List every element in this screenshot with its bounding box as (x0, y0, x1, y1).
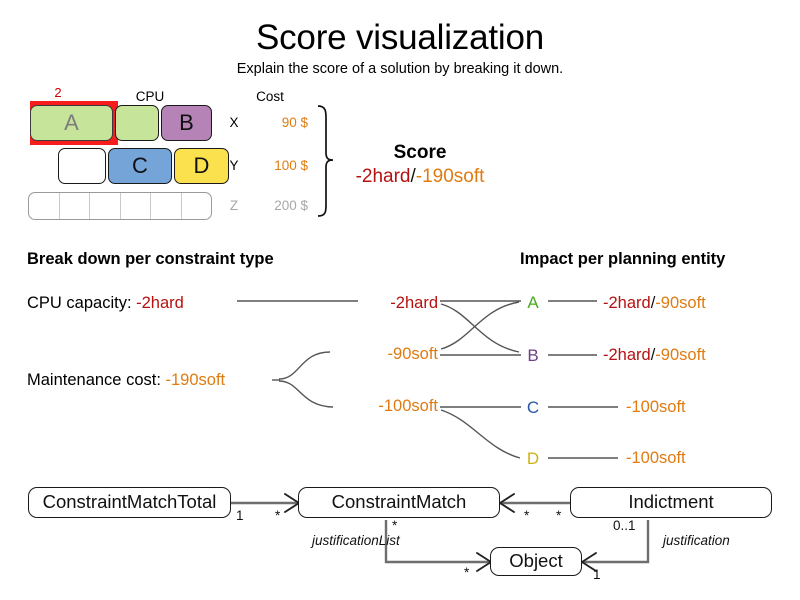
uml-mult-indictment-object-source: 0..1 (613, 518, 636, 533)
match-score-1[interactable]: -2hard (390, 294, 438, 312)
grid-cell (151, 193, 182, 219)
cost-column-header: Cost (256, 89, 284, 104)
uml-role-justification: justification (663, 533, 730, 548)
page-title: Score visualization (255, 18, 544, 57)
uml-arrow-cmt-cm (284, 493, 300, 513)
page-subtitle: Explain the score of a solution by break… (236, 61, 564, 77)
score-separator: / (410, 166, 416, 187)
grid-cell (90, 193, 121, 219)
link-match3-to-entity-d (440, 409, 521, 459)
uml-box-constraintmatch[interactable]: ConstraintMatch (298, 487, 500, 518)
uml-box-indictment[interactable]: Indictment (570, 487, 772, 518)
impact-score-a[interactable]: -2hard/-90soft (603, 294, 706, 313)
uml-arrow-cm-object (476, 552, 492, 572)
impact-heading: Impact per planning entity (520, 250, 726, 268)
impact-separator: / (650, 346, 656, 364)
impact-hard-value: -2hard (603, 294, 651, 312)
machine-cost-x: 90 $ (281, 115, 308, 130)
entity-letter-b[interactable]: B (527, 346, 539, 365)
impact-score-d[interactable]: -100soft (626, 449, 686, 468)
constraint-score: -2hard (136, 294, 184, 312)
impact-score-c[interactable]: -100soft (626, 398, 686, 417)
score-hard-value: -2hard (355, 166, 411, 187)
score-value: -2hard/-190soft (325, 166, 515, 188)
uml-mult-indictment-cm-target: * (524, 508, 530, 523)
process-block-b[interactable]: B (161, 105, 212, 141)
impact-soft-value: -100soft (626, 449, 686, 467)
link-match2-to-entity-a (440, 301, 520, 350)
process-block-d[interactable]: D (174, 148, 229, 184)
impact-soft-value: -100soft (626, 398, 686, 416)
entity-letter-a[interactable]: A (527, 293, 539, 312)
uml-box-constraintmatchtotal[interactable]: ConstraintMatchTotal (28, 487, 231, 518)
match-score-2[interactable]: -90soft (387, 345, 438, 363)
impact-score-b[interactable]: -2hard/-90soft (603, 346, 706, 365)
entity-letter-c[interactable]: C (526, 398, 540, 417)
impact-soft-value: -90soft (655, 294, 706, 312)
machine-label-y: Y (229, 158, 239, 173)
impact-hard-value: -2hard (603, 346, 651, 364)
grid-cell (29, 193, 60, 219)
uml-arrow-indictment-cm (499, 493, 515, 513)
process-block-x-spacer[interactable] (115, 105, 159, 141)
impact-soft-value: -90soft (655, 346, 706, 364)
entity-letter-d[interactable]: D (526, 449, 540, 468)
process-block-a[interactable]: A (30, 105, 113, 141)
process-block-c[interactable]: C (108, 148, 172, 184)
uml-mult-cm-object-target: * (464, 565, 470, 580)
uml-role-justificationlist: justificationList (312, 533, 400, 548)
machine-row-x: A B (30, 105, 212, 141)
impact-separator: / (650, 294, 656, 312)
machine-cost-y: 100 $ (274, 158, 308, 173)
uml-mult-indictment-cm-source: * (556, 508, 562, 523)
grid-cell (60, 193, 90, 219)
uml-edge-cm-object (384, 520, 490, 564)
constraint-label: CPU capacity: (27, 294, 132, 312)
process-block-y-spacer[interactable] (58, 148, 106, 184)
uml-mult-indictment-object-target: 1 (593, 567, 601, 582)
machine-label-z: Z (229, 198, 239, 213)
machine-label-x: X (229, 115, 239, 130)
uml-mult-cm-object-source: * (392, 518, 398, 533)
capacity-violation-badge: 2 (54, 85, 62, 100)
machine-cost-z: 200 $ (274, 198, 308, 213)
constraint-row-maintenance-cost[interactable]: Maintenance cost: -190soft (27, 371, 225, 390)
machine-row-z[interactable] (28, 192, 212, 220)
score-soft-value: -190soft (415, 166, 485, 187)
score-title: Score (393, 142, 447, 163)
uml-box-object[interactable]: Object (490, 547, 582, 576)
constraint-label: Maintenance cost: (27, 371, 161, 389)
cpu-column-header: CPU (135, 89, 165, 104)
uml-mult-cmt-target: * (275, 508, 281, 523)
constraint-score: -190soft (165, 371, 226, 389)
uml-mult-cmt-source: 1 (236, 508, 244, 523)
grid-cell (182, 193, 212, 219)
score-brace (317, 105, 334, 217)
match-score-3[interactable]: -100soft (378, 397, 438, 415)
machine-row-y: C D (58, 148, 229, 184)
breakdown-heading: Break down per constraint type (27, 250, 274, 268)
grid-cell (121, 193, 151, 219)
link-match1-to-entity-b (440, 303, 520, 353)
constraint-row-cpu-capacity[interactable]: CPU capacity: -2hard (27, 294, 184, 313)
